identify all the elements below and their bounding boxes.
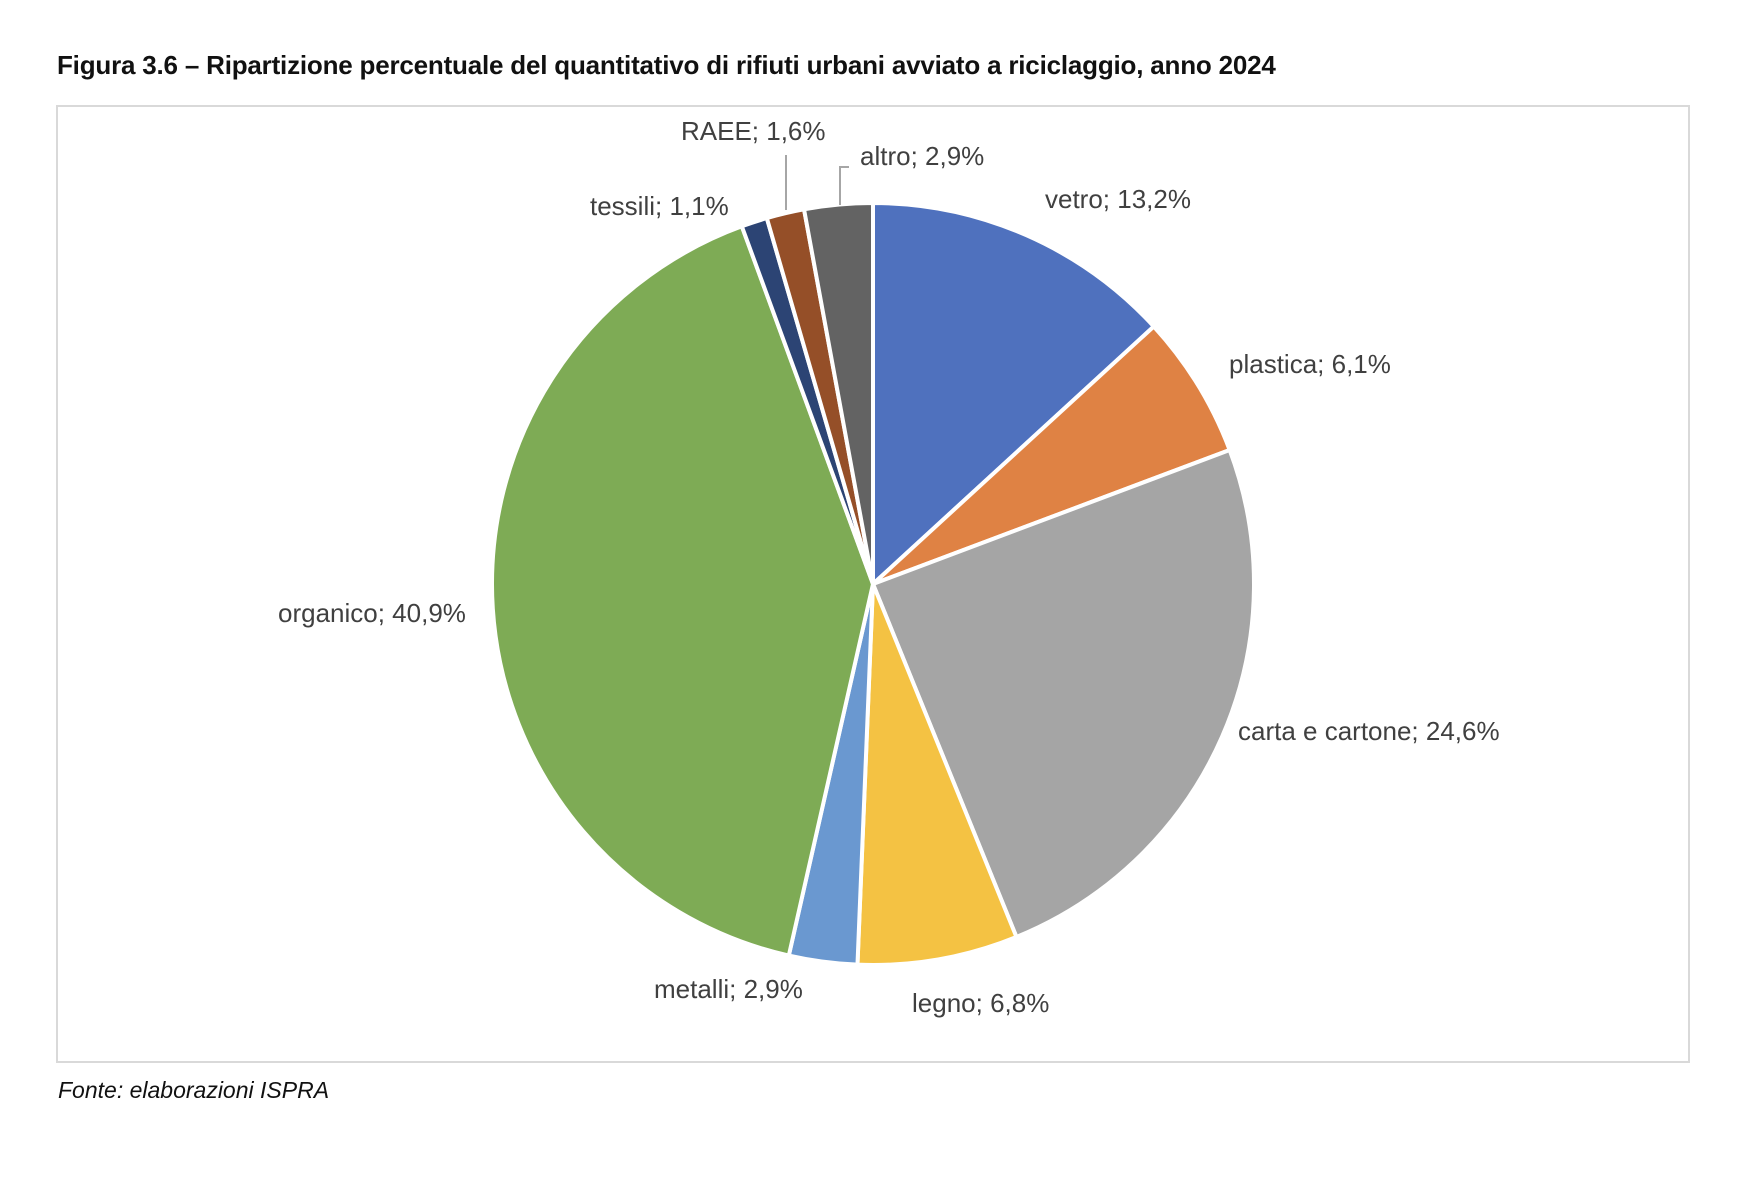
pie-slice-plastica <box>871 324 1232 586</box>
data-label-tessili: tessili; 1,1% <box>590 191 729 221</box>
data-label-carta-e-cartone: carta e cartone; 24,6% <box>1238 716 1500 746</box>
pie-slice-altro <box>802 201 875 586</box>
data-label-vetro: vetro; 13,2% <box>1045 184 1191 214</box>
data-label-metalli: metalli; 2,9% <box>654 974 803 1004</box>
source-note: Fonte: elaborazioni ISPRA <box>58 1077 330 1103</box>
data-label-legno: legno; 6,8% <box>912 988 1049 1018</box>
pie-slice-legno <box>855 582 1019 967</box>
figure-title: Figura 3.6 – Ripartizione percentuale de… <box>57 50 1276 80</box>
leader-line-altro <box>839 166 849 205</box>
data-label-altro: altro; 2,9% <box>860 141 984 171</box>
chart-frame <box>56 105 1690 1063</box>
pie-slice-organico <box>490 224 875 958</box>
data-label-organico: organico; 40,9% <box>278 598 466 628</box>
pie-slice-vetro <box>871 201 1156 586</box>
data-label-raee: RAEE; 1,6% <box>681 116 826 146</box>
data-label-plastica: plastica; 6,1% <box>1229 349 1391 379</box>
